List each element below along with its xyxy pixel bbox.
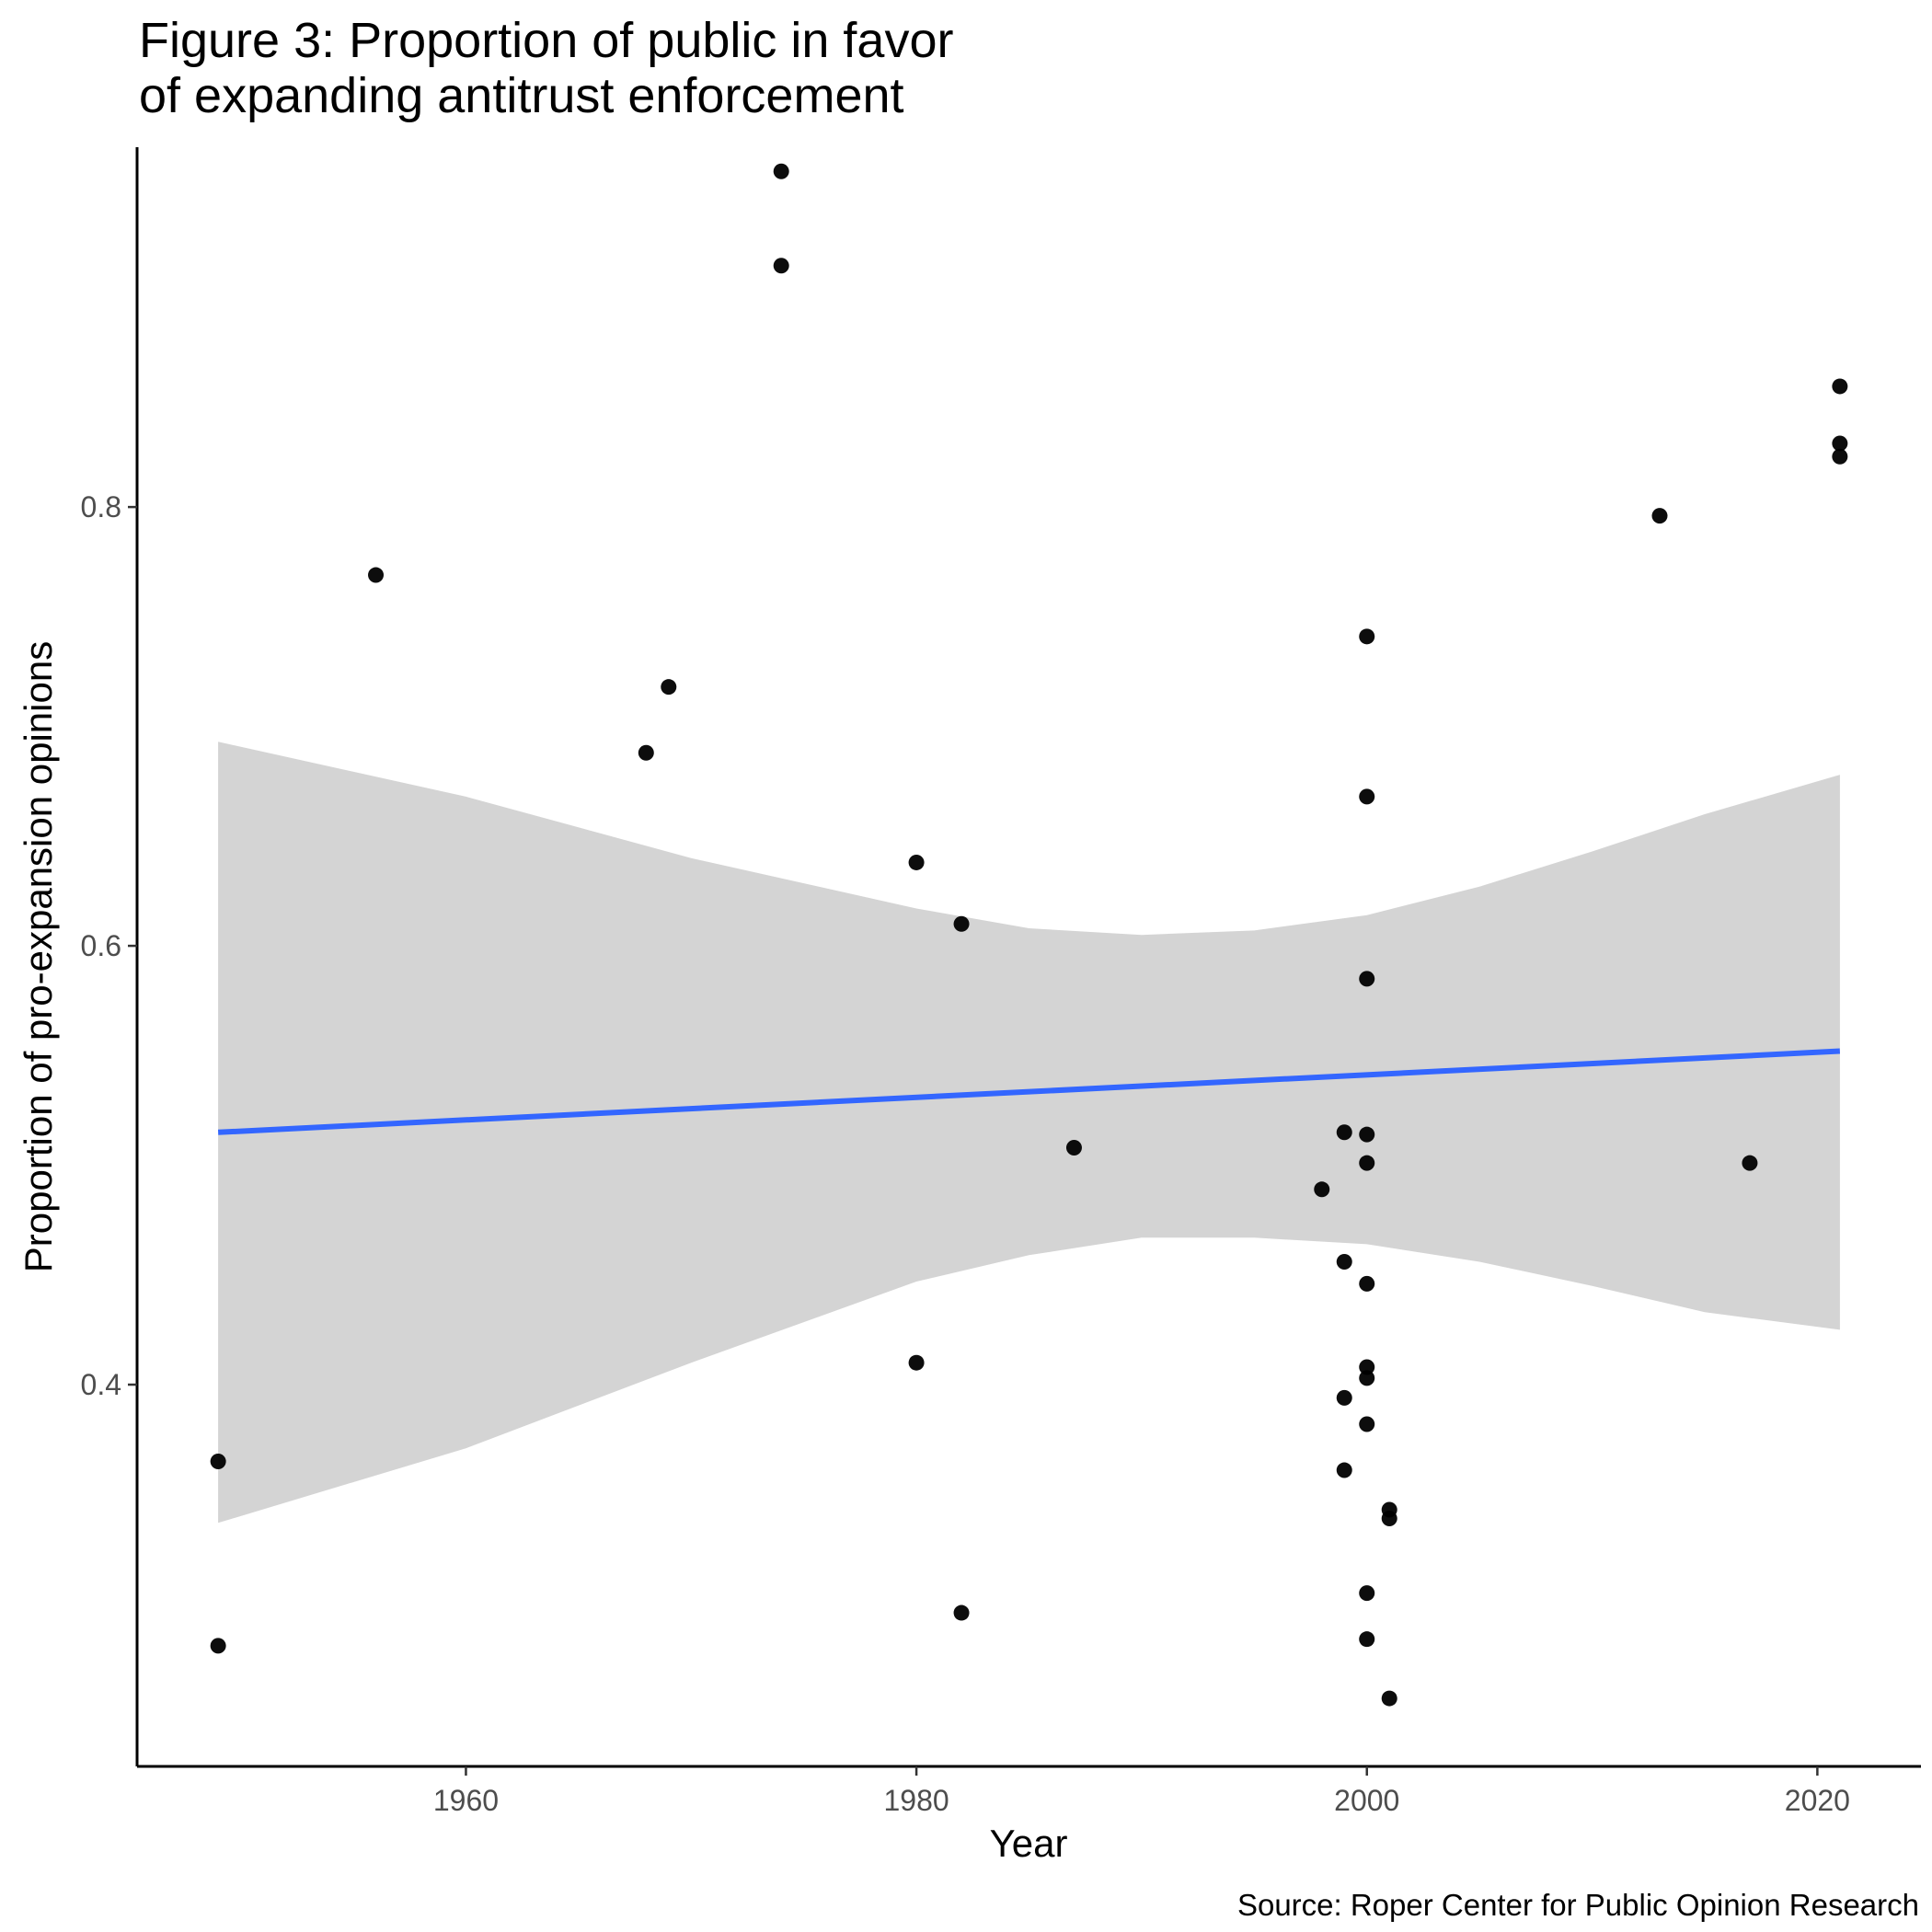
- source-caption: Source: Roper Center for Public Opinion …: [1237, 1888, 1919, 1922]
- data-point-12: [1314, 1181, 1330, 1198]
- data-point-34: [1832, 435, 1848, 452]
- data-point-1: [210, 1638, 226, 1654]
- y-axis-title: Proportion of pro-expansion opinions: [17, 641, 60, 1272]
- data-point-22: [1359, 1275, 1375, 1292]
- data-point-7: [908, 854, 925, 870]
- x-axis-title: Year: [990, 1822, 1068, 1865]
- x-tick-label-1980: 1980: [883, 1784, 949, 1817]
- confidence-band-layer: [218, 742, 1840, 1524]
- data-point-32: [1742, 1155, 1758, 1171]
- data-point-25: [1359, 1416, 1375, 1432]
- x-tick-label-2020: 2020: [1785, 1784, 1850, 1817]
- data-point-20: [1359, 1126, 1375, 1143]
- data-point-29: [1381, 1511, 1397, 1527]
- y-tick-label-0.6: 0.6: [81, 929, 121, 962]
- y-tick-label-0.4: 0.4: [81, 1368, 121, 1401]
- data-point-24: [1359, 1370, 1375, 1386]
- data-point-30: [1381, 1690, 1397, 1707]
- chart-title: Figure 3: Proportion of public in favor …: [139, 13, 953, 123]
- y-axis-ticks: 0.4 0.6 0.8: [81, 490, 137, 1401]
- data-point-17: [1359, 628, 1375, 645]
- trend-line: [217, 1048, 1841, 1135]
- data-point-27: [1359, 1631, 1375, 1648]
- confidence-band: [218, 742, 1840, 1524]
- data-point-10: [953, 1604, 970, 1621]
- data-point-15: [1336, 1389, 1352, 1406]
- data-point-14: [1336, 1253, 1352, 1270]
- x-tick-label-1960: 1960: [433, 1784, 499, 1817]
- data-point-31: [1651, 508, 1668, 524]
- data-point-2: [368, 567, 385, 583]
- trend-line-layer: [217, 1048, 1841, 1135]
- chart-title-line-1: Figure 3: Proportion of public in favor: [139, 13, 953, 68]
- data-point-4: [661, 679, 677, 696]
- data-point-13: [1336, 1124, 1352, 1141]
- data-point-6: [773, 258, 789, 274]
- data-point-21: [1359, 1155, 1375, 1171]
- data-point-11: [1065, 1139, 1082, 1156]
- data-point-18: [1359, 788, 1375, 805]
- data-point-8: [908, 1354, 925, 1371]
- data-point-16: [1336, 1462, 1352, 1478]
- data-point-23: [1359, 1359, 1375, 1375]
- data-point-33: [1832, 378, 1848, 395]
- data-point-26: [1359, 1585, 1375, 1602]
- data-point-5: [773, 163, 789, 179]
- data-point-9: [953, 915, 970, 932]
- data-point-35: [1832, 448, 1848, 465]
- chart-title-line-2: of expanding antitrust enforcement: [139, 68, 904, 123]
- y-tick-label-0.8: 0.8: [81, 490, 121, 523]
- x-axis-ticks: 1960 1980 2000 2020: [433, 1766, 1850, 1817]
- x-tick-label-2000: 2000: [1334, 1784, 1399, 1817]
- data-point-19: [1359, 971, 1375, 987]
- points-layer: [210, 163, 1848, 1707]
- data-point-3: [638, 744, 654, 761]
- data-point-0: [210, 1454, 226, 1470]
